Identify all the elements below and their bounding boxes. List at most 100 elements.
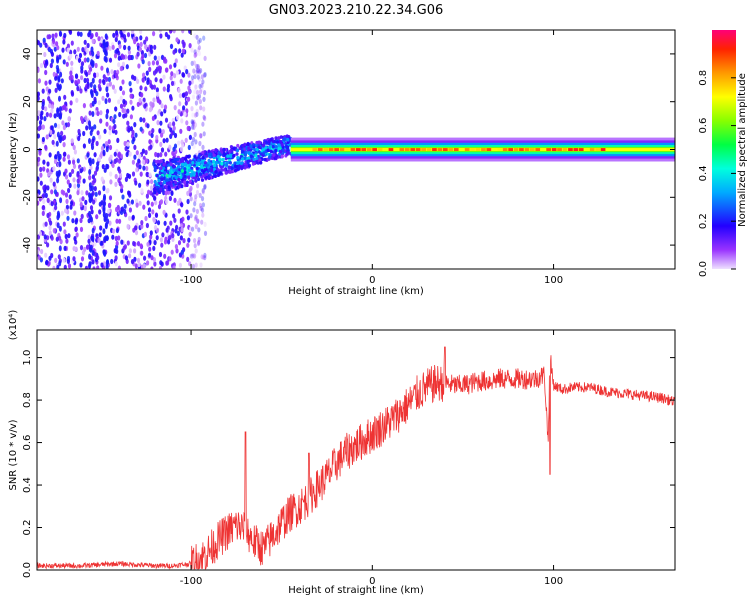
spectrogram-cell: [64, 208, 68, 214]
spectrogram-cell: [85, 71, 89, 77]
spectrogram-cell: [116, 137, 120, 143]
spectrogram-cell: [45, 59, 49, 65]
spectrogram-cell: [508, 148, 513, 151]
spectrogram-cell: [177, 140, 181, 146]
spectrogram-cell: [432, 148, 437, 151]
spectrogram-cell: [49, 112, 53, 118]
spectrogram-cell: [151, 209, 155, 215]
spectrogram-cell: [188, 80, 192, 86]
spectrogram-cell: [201, 212, 205, 218]
spectrogram-cell: [95, 140, 99, 147]
spectrogram-cell: [82, 103, 86, 109]
spectrogram-cell: [121, 79, 125, 85]
spectrogram-cell: [169, 43, 174, 50]
spectrogram-cell: [159, 120, 163, 126]
spectrogram-cell: [388, 148, 394, 151]
spectrogram-cell: [70, 90, 74, 96]
spectrogram-cell: [77, 128, 81, 135]
spectrogram-cell: [278, 139, 283, 144]
spectrogram-cell: [71, 218, 75, 224]
spectrogram-cell: [58, 245, 62, 252]
spectrogram-cell: [121, 90, 126, 96]
spectrogram-x-label: Height of straight line (km): [288, 286, 424, 297]
spectrogram-cell: [196, 68, 201, 74]
spectrogram-cell: [126, 198, 130, 204]
spectrogram-cell: [128, 207, 132, 213]
spectrogram-x-ticks: -100 0 100: [180, 30, 563, 286]
spectrogram-cell: [181, 39, 185, 45]
spectrogram-cell: [102, 207, 106, 214]
spectrogram-cell: [220, 168, 224, 172]
spectrogram-cell: [255, 147, 259, 152]
spectrogram-cell: [133, 39, 137, 45]
spectrogram-cell: [198, 192, 202, 198]
spectrogram-cell: [88, 210, 91, 217]
spectrogram-cell: [152, 70, 157, 76]
spectrogram-cell: [37, 161, 40, 167]
spectrogram-cell: [76, 158, 80, 164]
spectrogram-cell: [156, 152, 160, 158]
spectrogram-cell: [185, 209, 189, 215]
spectrogram-cell: [192, 124, 196, 130]
spectrogram-cell: [105, 264, 109, 269]
spectrogram-cell: [104, 33, 108, 40]
spectrogram-cell: [56, 172, 60, 179]
spectrogram-cell: [154, 200, 158, 206]
spectrogram-cell: [46, 34, 50, 40]
spectrogram-cell: [145, 165, 149, 172]
spectrogram-cell: [102, 185, 106, 192]
spectrogram-cell: [146, 241, 150, 247]
spectrogram-cell: [128, 248, 132, 254]
spectrogram-cell: [185, 69, 189, 75]
spectrogram-cell: [177, 177, 181, 182]
spectrogram-cell: [61, 47, 65, 53]
spectrogram-cell: [151, 115, 155, 121]
spectrogram-cell: [159, 199, 164, 205]
spectrogram-cell: [187, 144, 191, 151]
spectrogram-cell: [45, 259, 49, 265]
spectrogram-cell: [249, 144, 253, 148]
spectrogram-cell: [185, 183, 189, 187]
spectrogram-cell: [159, 237, 163, 243]
spectrogram-cell: [91, 158, 95, 165]
spectrogram-cell: [224, 171, 228, 175]
spectrogram-cell: [105, 108, 110, 114]
spectrogram-cell: [540, 148, 546, 151]
spectrogram-cell: [106, 208, 111, 214]
spectrogram-cell: [162, 138, 166, 144]
spectrogram-cell: [187, 96, 191, 102]
spectrogram-cell: [172, 165, 177, 169]
spectrogram-cell: [51, 129, 55, 135]
spectrogram-cell: [54, 75, 58, 81]
spectrogram-cell: [142, 165, 146, 171]
spectrogram-cell: [153, 165, 157, 170]
spectrogram-cell: [197, 177, 201, 181]
spectrogram-cell: [112, 32, 116, 38]
spectrogram-cell: [84, 115, 88, 121]
spectrogram-cell: [43, 234, 47, 240]
spectrogram-cell: [139, 30, 143, 35]
spectrogram-cell: [114, 181, 118, 187]
spectrogram-cell: [75, 232, 79, 238]
spectrogram-cell: [285, 134, 289, 138]
spectrogram-cell: [200, 86, 204, 92]
spectrogram-cell: [165, 260, 169, 266]
spectrogram-cell: [256, 161, 260, 165]
spectrogram-cell: [339, 148, 345, 151]
spectrogram-cell: [180, 159, 184, 164]
spectrogram-cell: [164, 151, 168, 157]
spectrogram-cell: [79, 168, 83, 174]
y-tick-label: 0.4: [22, 477, 33, 493]
spectrogram-cell: [37, 176, 40, 182]
spectrogram-cell: [189, 185, 193, 192]
spectrogram-y-ticks: -40 -20 0 20 40: [22, 48, 675, 253]
spectrogram-cell: [208, 162, 212, 166]
spectrogram-cell: [191, 94, 196, 100]
spectrogram-cell: [111, 234, 115, 240]
spectrogram-cell: [201, 156, 205, 160]
spectrogram-cell: [113, 114, 117, 120]
spectrogram-cell: [114, 255, 118, 261]
spectrogram-cell: [86, 83, 90, 89]
spectrogram-cell: [188, 179, 192, 184]
spectrogram-cell: [130, 259, 135, 265]
